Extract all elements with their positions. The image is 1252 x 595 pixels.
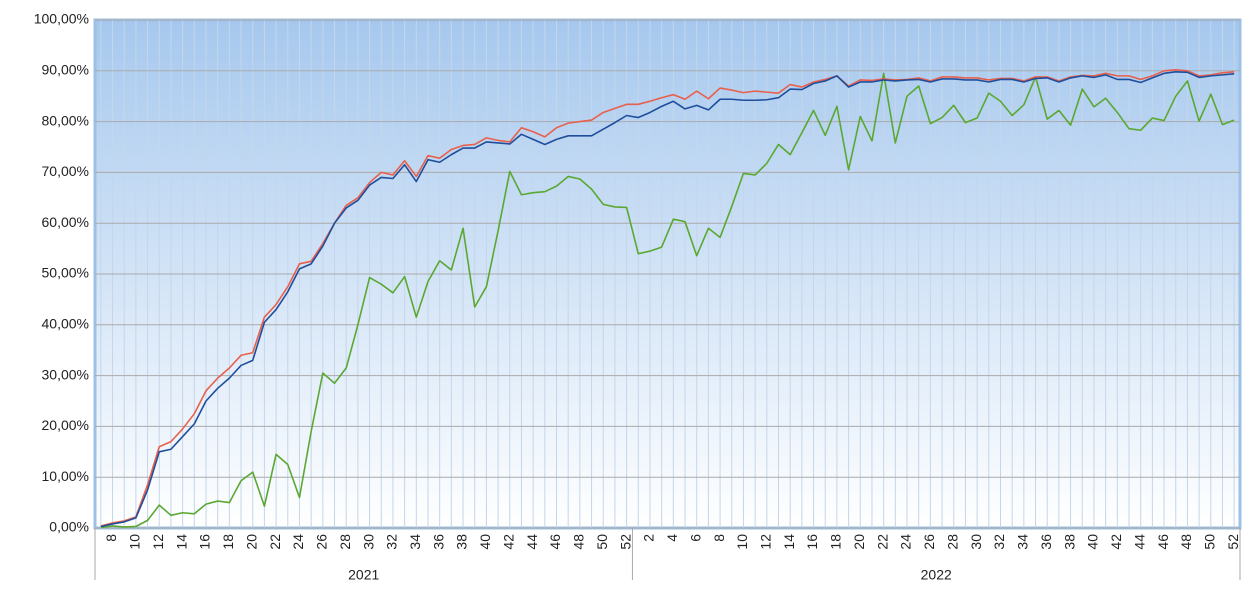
y-tick-label: 60,00% bbox=[42, 214, 89, 230]
x-tick-label: 32 bbox=[991, 534, 1007, 550]
x-tick-label: 4 bbox=[664, 534, 680, 542]
x-tick-label: 50 bbox=[1201, 534, 1217, 550]
group-label: 2022 bbox=[921, 567, 952, 583]
x-tick-label: 46 bbox=[1155, 534, 1171, 550]
y-tick-label: 80,00% bbox=[42, 112, 89, 128]
x-tick-label: 30 bbox=[968, 534, 984, 550]
x-tick-label: 44 bbox=[524, 534, 540, 550]
x-tick-label: 38 bbox=[1061, 534, 1077, 550]
x-tick-label: 34 bbox=[407, 534, 423, 550]
series-line bbox=[100, 72, 1235, 529]
x-tick-label: 38 bbox=[454, 534, 470, 550]
x-tick-label: 42 bbox=[1108, 534, 1124, 550]
x-tick-label: 24 bbox=[290, 534, 306, 550]
y-tick-label: 30,00% bbox=[42, 366, 89, 382]
x-tick-label: 50 bbox=[594, 534, 610, 550]
x-tick-label: 20 bbox=[243, 534, 259, 550]
x-tick-label: 18 bbox=[828, 534, 844, 550]
x-tick-label: 32 bbox=[384, 534, 400, 550]
x-tick-label: 20 bbox=[851, 534, 867, 550]
x-tick-label: 24 bbox=[898, 534, 914, 550]
x-tick-label: 10 bbox=[127, 534, 143, 550]
x-tick-label: 48 bbox=[1178, 534, 1194, 550]
series-line bbox=[100, 71, 1235, 528]
x-tick-label: 28 bbox=[337, 534, 353, 550]
x-tick-label: 8 bbox=[711, 534, 727, 542]
x-tick-label: 18 bbox=[220, 534, 236, 550]
x-tick-label: 26 bbox=[314, 534, 330, 550]
y-tick-label: 90,00% bbox=[42, 62, 89, 78]
x-tick-label: 2 bbox=[641, 534, 657, 542]
x-tick-label: 34 bbox=[1015, 534, 1031, 550]
x-tick-label: 30 bbox=[360, 534, 376, 550]
x-tick-label: 22 bbox=[267, 534, 283, 550]
x-tick-label: 52 bbox=[1225, 534, 1241, 550]
x-tick-label: 12 bbox=[758, 534, 774, 550]
x-tick-label: 12 bbox=[150, 534, 166, 550]
x-tick-label: 14 bbox=[173, 534, 189, 550]
x-tick-label: 26 bbox=[921, 534, 937, 550]
y-tick-label: 100,00% bbox=[34, 11, 89, 27]
x-tick-label: 40 bbox=[477, 534, 493, 550]
y-tick-label: 0,00% bbox=[49, 519, 89, 535]
x-tick-label: 10 bbox=[734, 534, 750, 550]
x-tick-label: 36 bbox=[1038, 534, 1054, 550]
x-tick-label: 14 bbox=[781, 534, 797, 550]
y-tick-label: 20,00% bbox=[42, 417, 89, 433]
x-tick-label: 22 bbox=[874, 534, 890, 550]
x-tick-label: 44 bbox=[1131, 534, 1147, 550]
chart-layer: 0,00% 10,00% 20,00% 30,00% 40,00% 50,00% 60,00… bbox=[34, 11, 1241, 583]
x-tick-label: 8 bbox=[103, 534, 119, 542]
y-tick-label: 70,00% bbox=[42, 163, 89, 179]
x-tick-label: 28 bbox=[944, 534, 960, 550]
y-tick-label: 40,00% bbox=[42, 316, 89, 332]
x-tick-label: 46 bbox=[547, 534, 563, 550]
x-tick-label: 40 bbox=[1085, 534, 1101, 550]
x-tick-label: 48 bbox=[571, 534, 587, 550]
x-tick-label: 42 bbox=[500, 534, 516, 550]
x-tick-label: 36 bbox=[430, 534, 446, 550]
x-tick-label: 6 bbox=[687, 534, 703, 542]
y-tick-label: 10,00% bbox=[42, 468, 89, 484]
x-tick-label: 16 bbox=[197, 534, 213, 550]
y-tick-label: 50,00% bbox=[42, 265, 89, 281]
x-tick-label: 16 bbox=[804, 534, 820, 550]
x-tick-label: 52 bbox=[617, 534, 633, 550]
series-line bbox=[100, 68, 1235, 527]
group-label: 2021 bbox=[348, 567, 379, 583]
